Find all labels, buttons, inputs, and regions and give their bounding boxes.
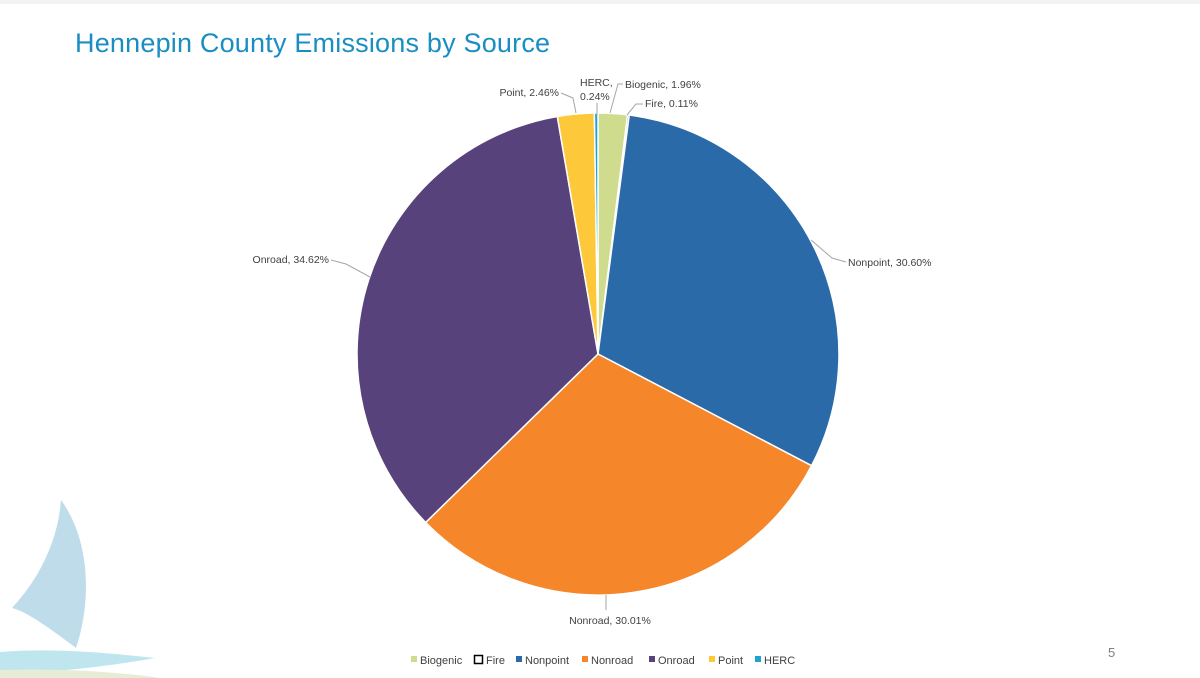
pie-slice-herc [593,112,599,355]
leader-line-fire [626,103,643,116]
leader-line-onroad [330,259,371,278]
leader-line-nonpoint [810,239,847,263]
top-rule [0,0,1200,4]
data-label-fire: Fire, 0.11% [645,98,698,110]
legend-label-fire: Fire [486,655,505,667]
page-number: 5 [1108,645,1116,660]
sail-logo-wave [0,650,155,674]
sail-logo-sail [12,500,86,648]
pie-slice-nonroad [424,353,813,596]
data-label-onroad: Onroad, 34.62% [253,254,329,266]
data-label-biogenic: Biogenic, 1.96% [625,79,701,91]
legend-label-onroad: Onroad [658,655,695,667]
data-label-point: Point, 2.46% [499,87,559,99]
legend-swatch-nonpoint [516,656,522,662]
pie-slice-nonpoint [597,114,840,467]
legend-label-nonpoint: Nonpoint [525,655,569,667]
legend-swatch-fire [473,654,484,665]
legend-swatch-herc [755,656,761,662]
legend-label-nonroad: Nonroad [591,655,633,667]
legend-label-biogenic: Biogenic [420,655,463,667]
pie-leader-lines [330,83,847,610]
data-label-herc-2: 0.24% [580,91,610,103]
legend-label-herc: HERC [764,655,795,667]
leader-line-biogenic [609,83,623,114]
data-label-herc-1: HERC, [580,77,613,89]
legend-swatch-biogenic [411,656,417,662]
chart-legend: Biogenic Fire Nonpoint Nonroad Onroad Point HE… [411,654,795,667]
data-label-nonroad: Nonroad, 30.01% [569,615,651,627]
slide-title: Hennepin County Emissions by Source [75,28,551,58]
sail-logo [0,500,160,678]
data-label-nonpoint: Nonpoint, 30.60% [848,257,931,269]
legend-swatch-onroad [649,656,655,662]
sail-logo-wave-low [0,669,160,678]
leader-line-point [560,92,577,114]
pie-slice-onroad [356,115,599,524]
pie-slices [356,112,840,596]
legend-swatch-nonroad [582,656,588,662]
legend-label-point: Point [718,655,743,667]
legend-swatch-point [709,656,715,662]
